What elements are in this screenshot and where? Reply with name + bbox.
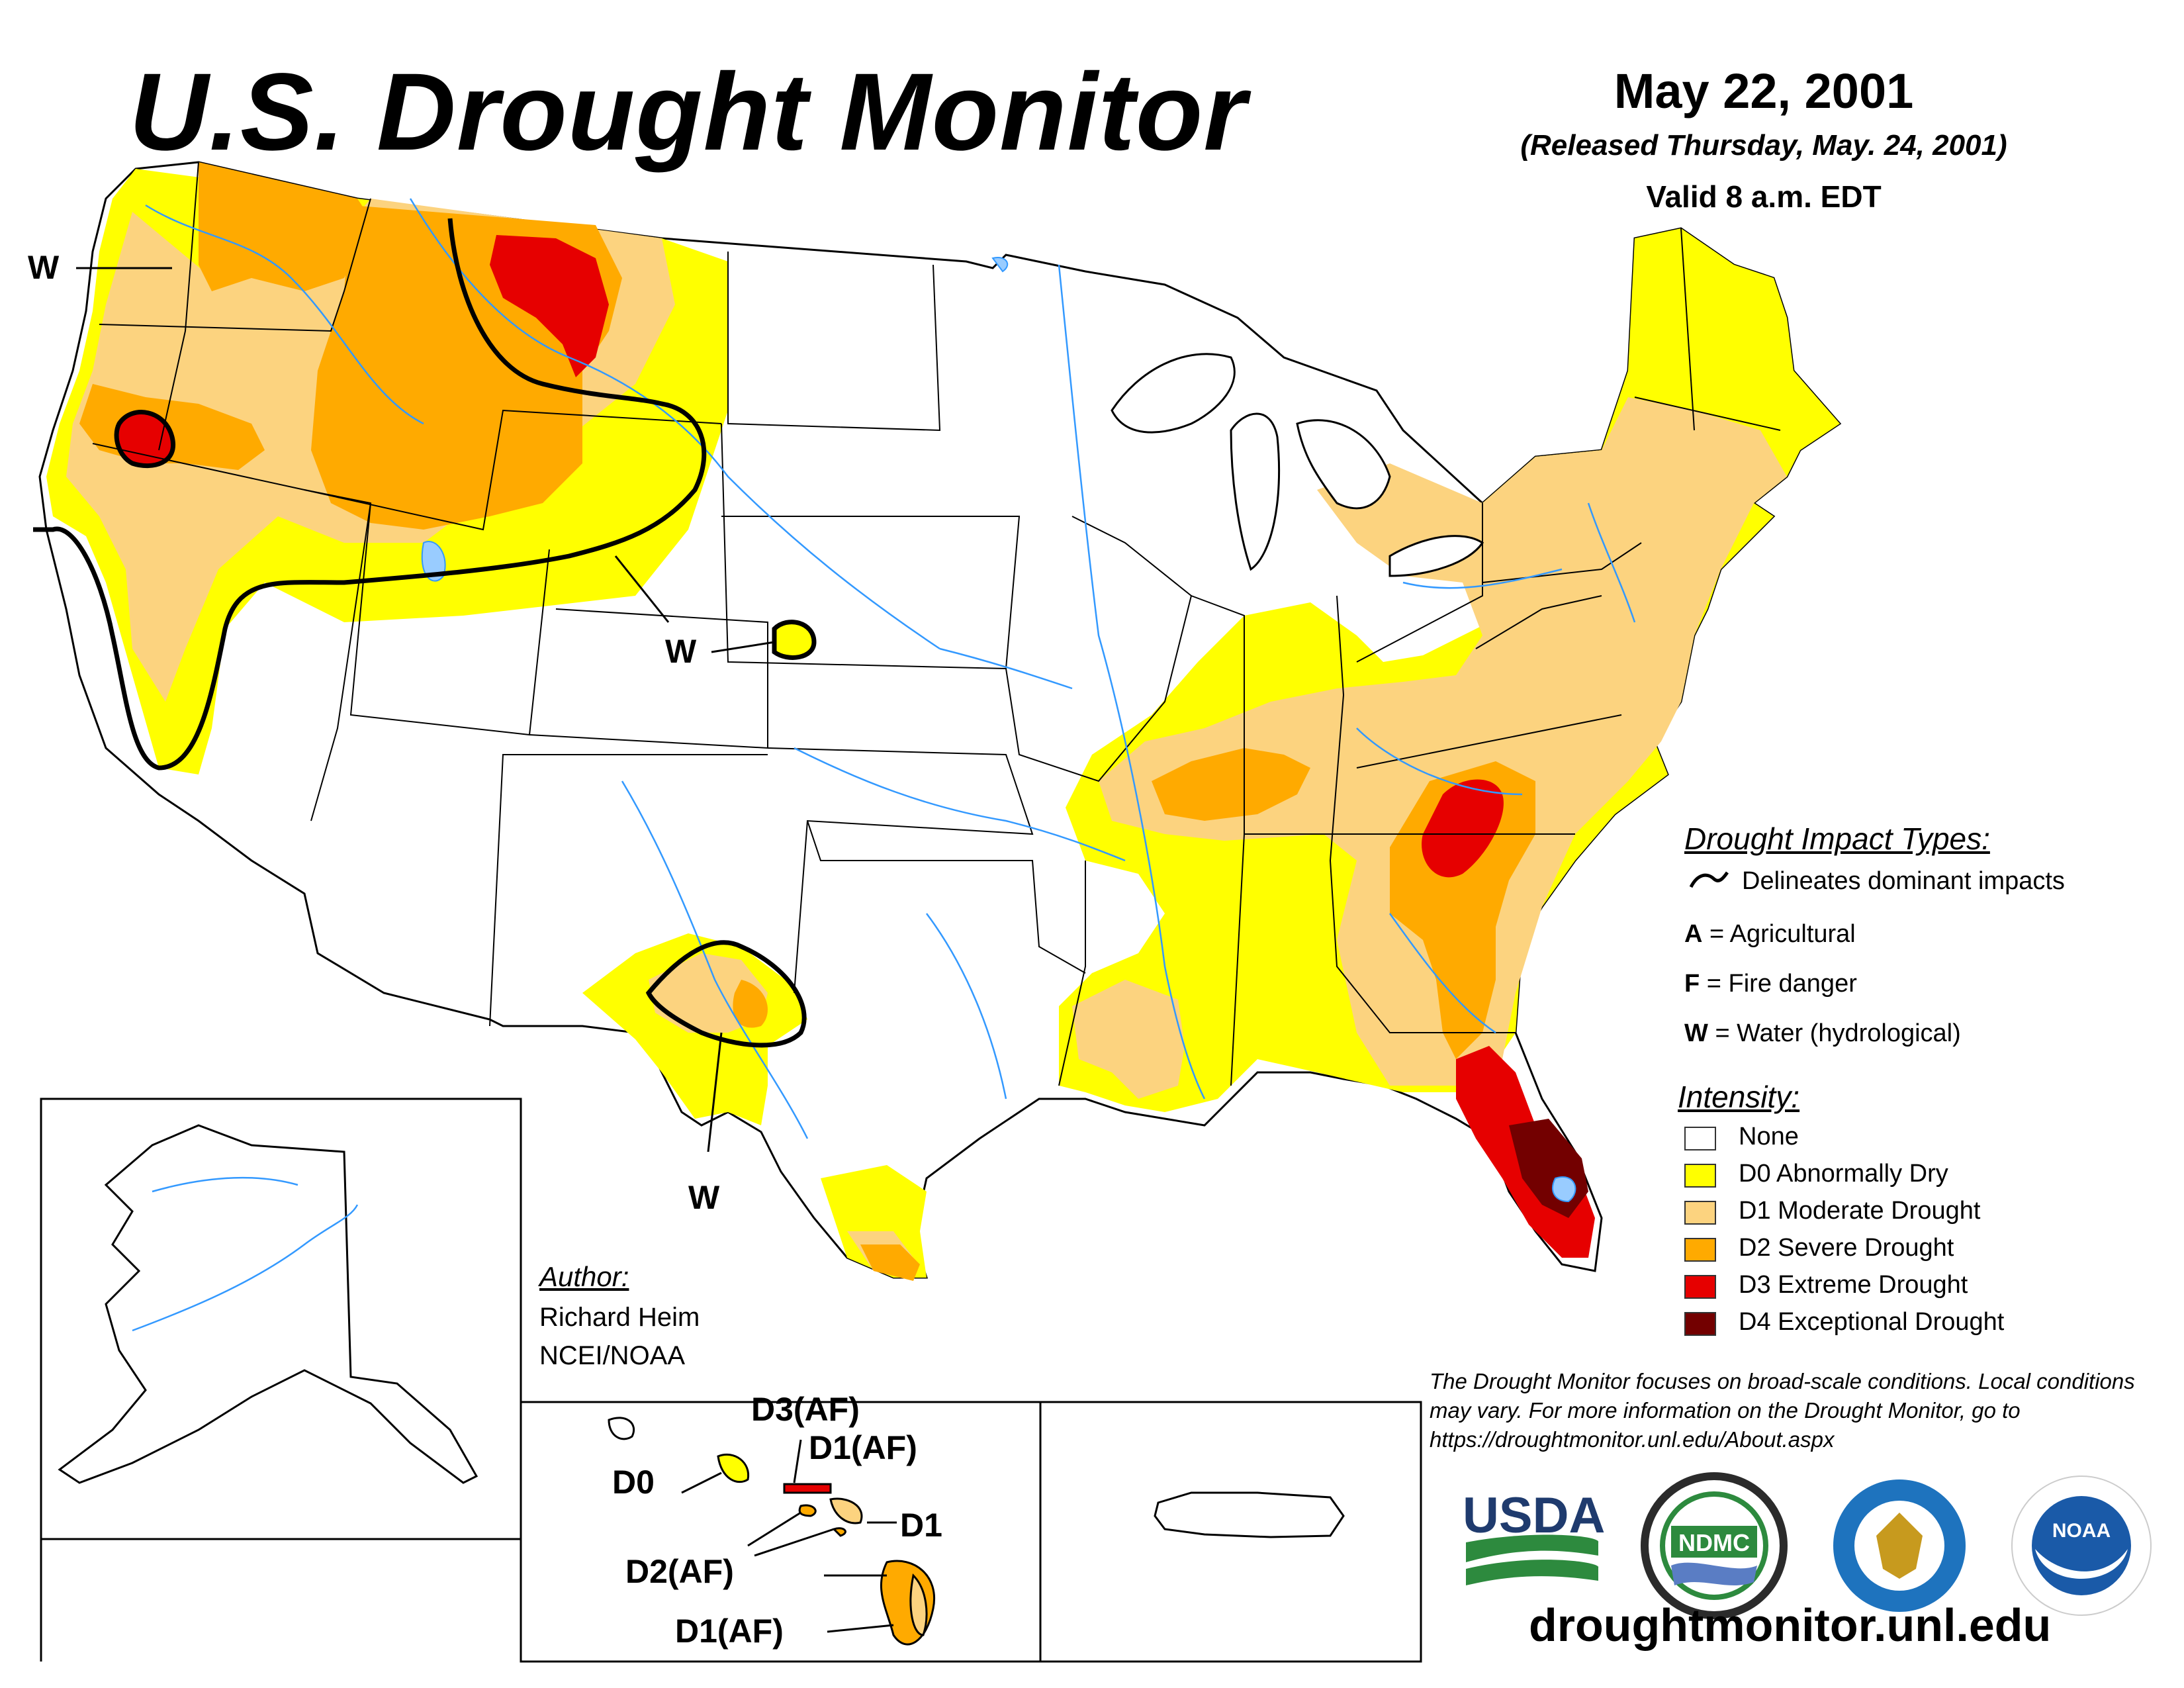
impact-water: W = Water (hydrological): [1684, 1019, 1961, 1048]
legend-d3: D3 Extreme Drought: [1739, 1271, 1968, 1299]
label-w-northwest: W: [28, 249, 60, 286]
impact-code-w: W: [1684, 1019, 1708, 1047]
legend-d0: D0 Abnormally Dry: [1739, 1160, 1948, 1188]
site-url[interactable]: droughtmonitor.unl.edu: [1529, 1599, 2052, 1651]
impact-fire: F = Fire danger: [1684, 970, 1857, 998]
impact-label-f: = Fire danger: [1706, 970, 1857, 998]
swatch-d1: [1684, 1201, 1716, 1225]
swatch-d4: [1684, 1312, 1716, 1336]
legend-d1: D1 Moderate Drought: [1739, 1197, 1981, 1225]
impact-line-icon: [1689, 871, 1729, 888]
impact-types-title: Drought Impact Types:: [1684, 821, 1990, 856]
hawaii-leaders: [681, 1439, 897, 1633]
hawaii-label-d1: D1: [900, 1507, 942, 1544]
impact-code-a: A: [1684, 920, 1703, 948]
noaa-logo: NOAA: [2011, 1476, 2152, 1616]
valid-time: Valid 8 a.m. EDT: [1646, 179, 1882, 214]
rivers: [145, 198, 1636, 1139]
impact-boundaries: [33, 218, 817, 1048]
great-lakes: [1111, 353, 1484, 577]
author-org: NCEI/NOAA: [539, 1341, 686, 1370]
hawaii-inset-frame: [520, 1401, 1042, 1663]
hawaii-label-d1af-bottom: D1(AF): [675, 1613, 784, 1650]
intensity-title: Intensity:: [1678, 1080, 1800, 1114]
label-w-colorado: W: [665, 633, 697, 670]
impact-label-a: = Agricultural: [1709, 920, 1856, 948]
alaska-rivers: [132, 1176, 359, 1332]
noaa-logo-text: NOAA: [2052, 1520, 2111, 1542]
legend-d4: D4 Exceptional Drought: [1739, 1308, 2005, 1336]
disclaimer-text: The Drought Monitor focuses on broad-sca…: [1430, 1369, 2135, 1452]
hawaii-label-d1af-top: D1(AF): [809, 1429, 917, 1466]
author-heading: Author:: [539, 1261, 629, 1292]
impact-code-f: F: [1684, 970, 1700, 998]
release-date: (Released Thursday, May. 24, 2001): [1520, 129, 2007, 162]
impact-label-w: = Water (hydrological): [1715, 1019, 1961, 1047]
hawaii-label-d0: D0: [612, 1464, 655, 1501]
swatch-none: [1684, 1127, 1716, 1150]
hawaii-label-d2af: D2(AF): [625, 1553, 734, 1590]
delineates-label: Delineates dominant impacts: [1742, 867, 2065, 895]
commerce-logo: [1833, 1479, 1966, 1612]
ndmc-logo: NDMC: [1641, 1472, 1788, 1619]
lakes: [421, 257, 1576, 1203]
legend-d2: D2 Severe Drought: [1739, 1234, 1954, 1262]
map-date: May 22, 2001: [1614, 64, 1914, 118]
label-w-texas: W: [688, 1179, 720, 1216]
hawaii-islands: [608, 1417, 935, 1646]
swatch-d0: [1684, 1164, 1716, 1188]
state-boundaries: [92, 162, 1781, 1086]
legend-none: None: [1739, 1123, 1799, 1150]
impact-agricultural: A = Agricultural: [1684, 920, 1856, 949]
map-title: U.S. Drought Monitor: [129, 51, 1247, 173]
ndmc-logo-text: NDMC: [1678, 1529, 1750, 1556]
usda-logo-text: USDA: [1463, 1487, 1605, 1544]
swatch-d2: [1684, 1238, 1716, 1262]
swatch-d3: [1684, 1275, 1716, 1299]
author-name: Richard Heim: [539, 1303, 700, 1332]
puerto-rico-outline: [1154, 1491, 1345, 1538]
label-leaders: [76, 267, 775, 1152]
usda-logo: USDA: [1463, 1487, 1605, 1585]
hawaii-label-d3af: D3(AF): [751, 1391, 860, 1428]
alaska-outline: [58, 1124, 478, 1484]
